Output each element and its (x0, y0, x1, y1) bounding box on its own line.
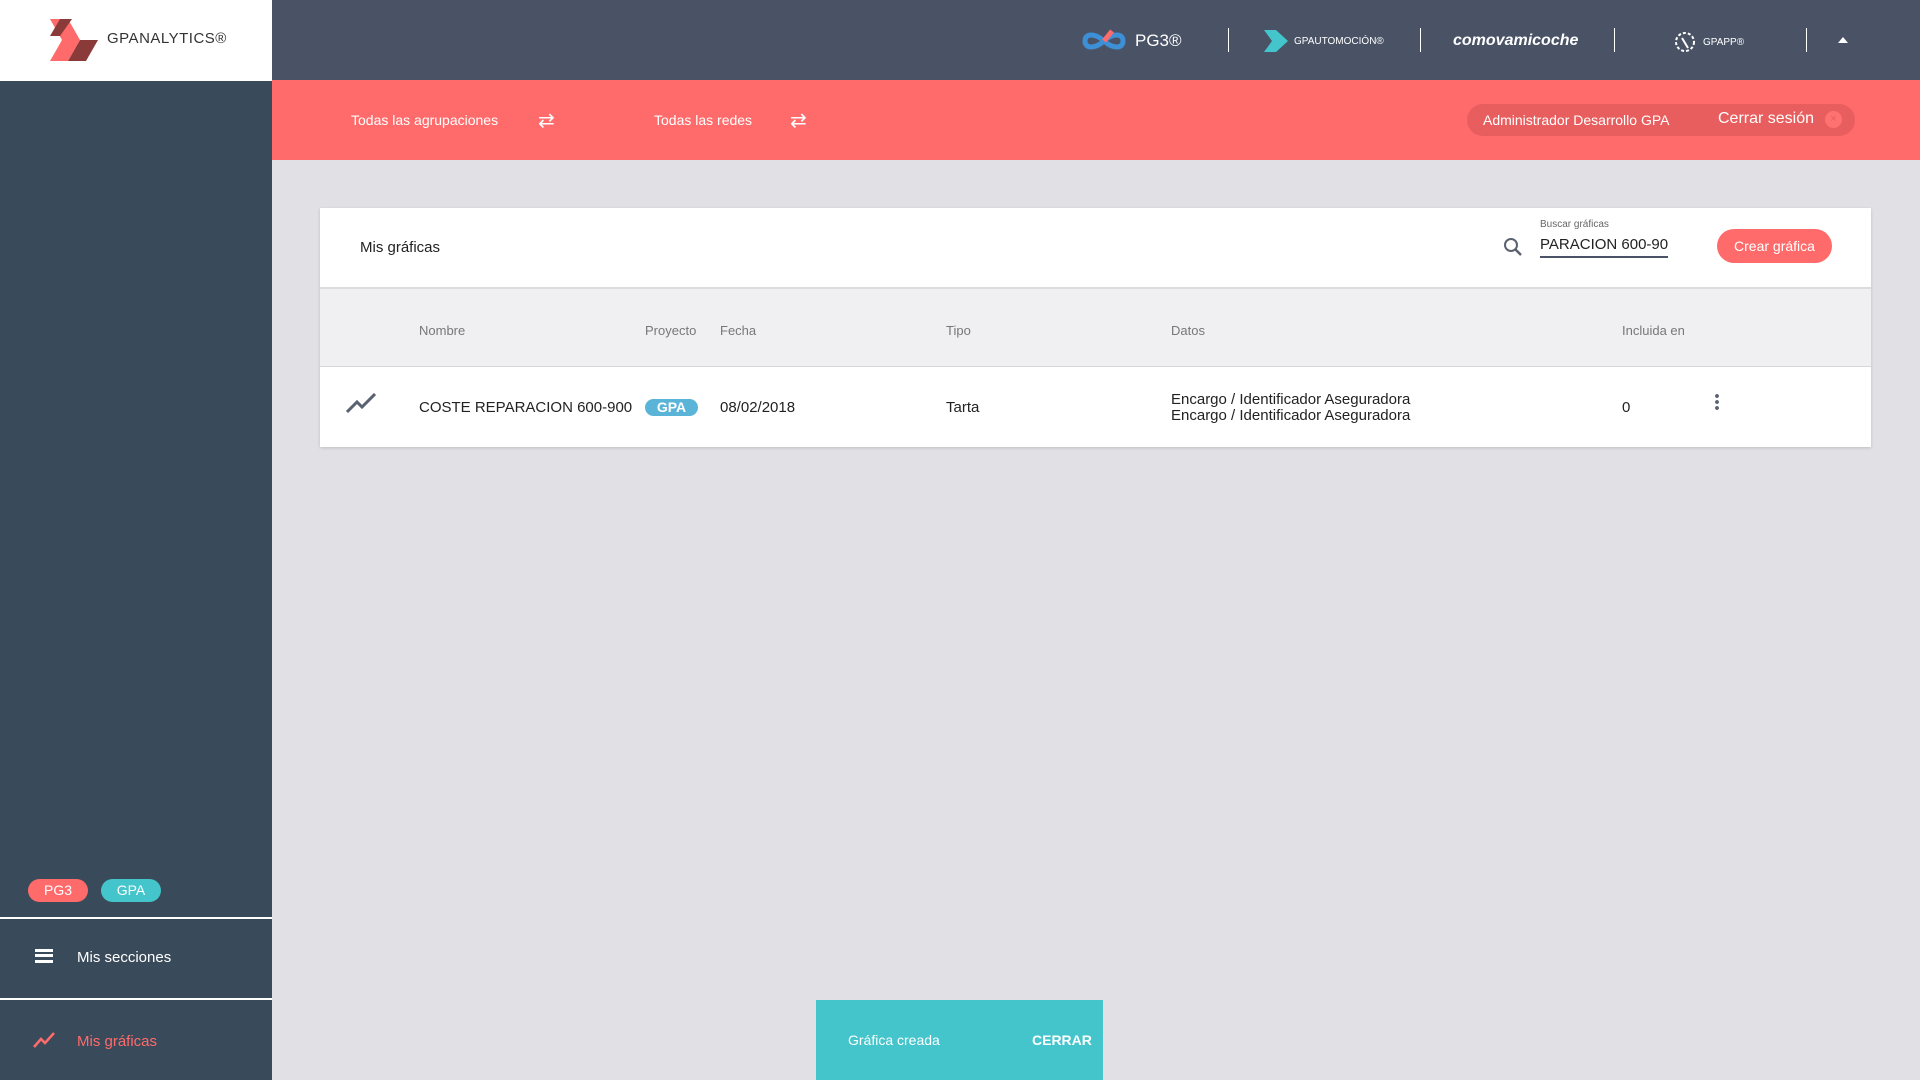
app-gpautomocion[interactable]: GPAUTOMOCIÓN® (1264, 30, 1384, 52)
divider (0, 917, 272, 919)
close-icon[interactable]: × (1825, 111, 1842, 128)
redes-filter[interactable]: Todas las redes (654, 112, 753, 128)
sidebar: PG3 GPA Mis secciones Mis gráficas (0, 81, 272, 1080)
search-icon[interactable] (1503, 237, 1523, 257)
project-badge: GPA (645, 399, 698, 416)
row-tipo: Tarta (946, 399, 980, 416)
user-pill: Administrador Desarrollo GPA Cerrar sesi… (1467, 104, 1855, 136)
separator (1614, 28, 1615, 52)
gpanalytics-logo-icon (50, 19, 98, 61)
sidebar-item-mis-graficas[interactable]: Mis gráficas (0, 1000, 272, 1080)
snackbar-close-button[interactable]: CERRAR (1032, 1032, 1092, 1048)
user-name: Administrador Desarrollo GPA (1483, 112, 1670, 128)
sidebar-item-mis-secciones[interactable]: Mis secciones (0, 919, 272, 998)
app-pg3[interactable]: PG3® (1081, 28, 1182, 54)
column-tipo[interactable]: Tipo (946, 323, 971, 338)
trend-icon (33, 1032, 55, 1048)
gpapp-logo-icon (1675, 32, 1695, 52)
logout-button[interactable]: Cerrar sesión (1718, 110, 1815, 127)
snackbar-message: Gráfica creada (848, 1032, 940, 1048)
agrupaciones-filter[interactable]: Todas las agrupaciones (351, 112, 499, 128)
caret-up-icon[interactable] (1838, 37, 1848, 43)
snackbar: Gráfica creada CERRAR (816, 1000, 1103, 1080)
column-incluida[interactable]: Incluida en (1622, 323, 1685, 338)
charts-card: Mis gráficas Buscar gráficas Crear gráfi… (320, 208, 1871, 447)
column-nombre[interactable]: Nombre (419, 323, 466, 338)
column-proyecto[interactable]: Proyecto (645, 323, 697, 338)
app-gpapp[interactable]: GPAPP® (1673, 30, 1744, 54)
divider (0, 998, 272, 1000)
more-vert-icon[interactable] (1715, 393, 1719, 411)
tag-gpa[interactable]: GPA (101, 879, 161, 902)
logo-text: GPANALYTICS® (107, 30, 227, 47)
logo-area: GPANALYTICS® (0, 0, 272, 81)
create-chart-button[interactable]: Crear gráfica (1717, 229, 1832, 263)
swap-icon[interactable]: ⇄ (538, 110, 555, 132)
filter-bar: Todas las agrupaciones ⇄ Todas las redes… (272, 80, 1920, 160)
pg3-logo-icon (1082, 29, 1126, 50)
top-bar: PG3® GPAUTOMOCIÓN® comovamicoche GPAPP® (272, 0, 1920, 80)
separator (1420, 28, 1421, 52)
row-datos-2: Encargo / Identificador Aseguradora (1171, 407, 1411, 424)
swap-icon[interactable]: ⇄ (790, 110, 807, 132)
column-datos[interactable]: Datos (1171, 323, 1205, 338)
search-label: Buscar gráficas (1540, 219, 1609, 230)
line-chart-icon (346, 393, 376, 413)
table-header: Nombre Proyecto Fecha Tipo Datos Incluid… (320, 287, 1871, 367)
menu-icon (35, 949, 53, 963)
row-nombre: COSTE REPARACION 600-900 (419, 399, 633, 416)
card-title: Mis gráficas (360, 239, 441, 256)
separator (1806, 28, 1807, 52)
row-fecha: 08/02/2018 (720, 399, 796, 416)
app-comovamicoche[interactable]: comovamicoche (1453, 32, 1579, 49)
row-datos-1: Encargo / Identificador Aseguradora (1171, 391, 1411, 408)
search-input[interactable] (1540, 232, 1668, 258)
table-row[interactable]: COSTE REPARACION 600-900 GPA 08/02/2018 … (320, 367, 1871, 447)
separator (1228, 28, 1229, 52)
tag-pg3[interactable]: PG3 (28, 879, 88, 902)
gpautomocion-logo-icon (1264, 30, 1288, 52)
row-incluida: 0 (1622, 399, 1631, 416)
column-fecha[interactable]: Fecha (720, 323, 757, 338)
